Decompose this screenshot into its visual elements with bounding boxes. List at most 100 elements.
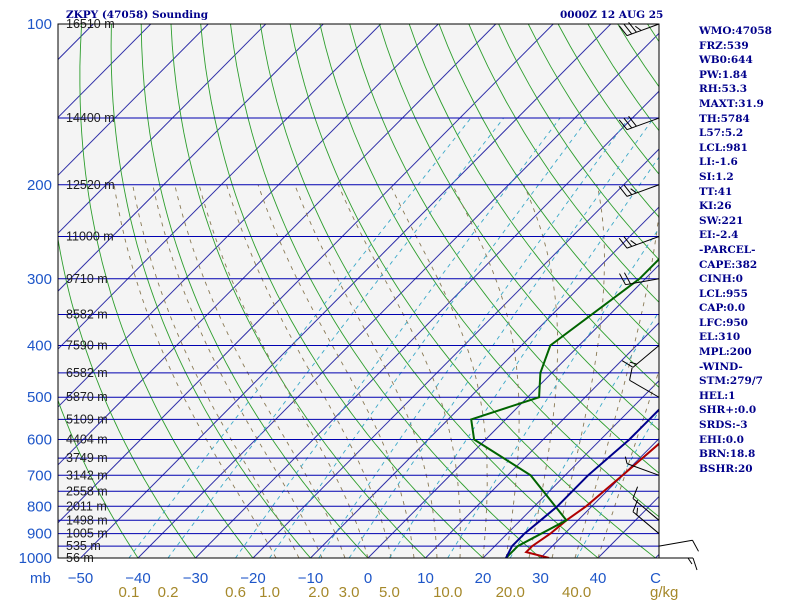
height-label: 8582 m — [66, 308, 108, 322]
stat-line: MPL:200 — [699, 346, 752, 359]
wind-barb-staff — [629, 379, 660, 398]
temperature-tick: 0 — [364, 570, 372, 587]
wind-barb-flag — [629, 367, 633, 381]
wind-barb-flag — [632, 486, 639, 499]
mixing-ratio-line — [576, 409, 659, 558]
mixing-ratio-tick: 20.0 — [496, 584, 525, 600]
pressure-tick: 700 — [27, 467, 52, 484]
mixing-ratio-tick-labels: 0.1 0.2 0.6 1.0 2.0 3.0 5.0 10.0 20.0 40.0 — [118, 584, 591, 600]
temperature-tick-labels: −50 −40 −30 −20 −10 0 10 20 30 40 C — [68, 570, 661, 587]
height-label: 9710 m — [66, 272, 108, 286]
mixing-ratio-line — [269, 117, 589, 558]
mixing-ratio-tick: 0.1 — [118, 584, 139, 600]
isotherm — [58, 24, 497, 466]
temperature-tick: 20 — [475, 570, 492, 587]
mixing-ratio-line — [509, 310, 659, 558]
isotherm — [58, 24, 267, 234]
mixing-ratio-unit-label: g/kg — [650, 584, 678, 600]
isotherm — [80, 24, 612, 558]
mixing-ratio-tick: 1.0 — [259, 584, 280, 600]
stat-line: BRN:18.8 — [699, 448, 756, 461]
sounding-line-1 — [524, 442, 659, 558]
station-title: ZKPY (47058) Sounding — [66, 9, 209, 21]
wind-barbs — [618, 21, 699, 571]
temperature-tick: −30 — [183, 570, 208, 587]
height-label: 14400 m — [66, 111, 115, 125]
height-label: 5109 m — [66, 412, 108, 426]
isotherm — [137, 32, 659, 558]
stat-line: HEL:1 — [699, 389, 736, 402]
wind-barb-flag — [618, 237, 628, 249]
wind-barb-flag — [623, 117, 633, 129]
wind-barb-flag — [636, 507, 639, 515]
isotherm — [58, 24, 554, 524]
stat-line: LCL:981 — [699, 141, 748, 154]
stat-line: CAPE:382 — [699, 258, 758, 271]
wind-barb — [624, 456, 660, 476]
stat-line: LFC:950 — [699, 316, 748, 329]
isotherm — [58, 24, 439, 408]
wind-barb-flag — [635, 25, 642, 31]
temperature-tick: 10 — [417, 570, 434, 587]
wind-barb-flag — [623, 184, 633, 195]
wind-barb-staff — [626, 236, 660, 249]
stat-line: L57:5.2 — [699, 127, 744, 140]
isotherm — [482, 380, 659, 558]
isotherm — [310, 206, 659, 558]
stat-line: BSHR:20 — [699, 462, 753, 475]
isotherm — [367, 264, 659, 558]
temperature-tick: C — [650, 570, 661, 587]
height-label: 11000 m — [66, 230, 114, 244]
wind-barb — [619, 272, 660, 286]
wind-barb — [618, 184, 660, 197]
pressure-tick: 500 — [27, 389, 52, 406]
stat-line: MAXT:31.9 — [699, 97, 764, 110]
wind-barb-flag — [628, 116, 637, 127]
stat-line: TH:5784 — [699, 112, 750, 125]
wind-barb-flag — [619, 273, 626, 285]
height-label: 4404 m — [66, 433, 108, 447]
mixing-ratio-tick: 10.0 — [433, 584, 462, 600]
wind-barb — [632, 486, 660, 521]
wind-barb-flag — [630, 188, 637, 194]
stat-line: KI:26 — [699, 200, 732, 213]
wind-barb-staff — [626, 184, 660, 197]
height-label: 1498 m — [66, 513, 108, 527]
wind-barb — [618, 236, 660, 249]
wind-barb-flag — [624, 456, 628, 464]
height-label: 2558 m — [66, 484, 108, 498]
pressure-tick: 600 — [27, 432, 52, 449]
stat-line: LI:-1.6 — [699, 156, 738, 169]
mixing-ratio-line — [167, 117, 505, 558]
stat-line: RH:53.3 — [699, 83, 748, 96]
stat-line: EI:-2.4 — [699, 229, 739, 242]
isotherm — [425, 322, 659, 558]
height-label: 6582 m — [66, 366, 108, 380]
stat-line: CINH:0 — [699, 273, 743, 286]
stat-line: SRDS:-3 — [699, 419, 748, 432]
stat-line: -PARCEL- — [699, 243, 756, 256]
wind-barb-staff — [632, 345, 660, 368]
temperature-tick: 30 — [532, 570, 549, 587]
temperature-tick: −50 — [68, 570, 93, 587]
wind-barb-flag — [623, 23, 633, 35]
isotherm — [58, 24, 209, 177]
mixing-ratio-tick: 5.0 — [379, 584, 400, 600]
wind-barb-flag — [687, 557, 693, 565]
pressure-tick: 300 — [27, 271, 52, 288]
wind-barb — [618, 116, 660, 131]
stat-line: PW:1.84 — [699, 68, 748, 81]
mixing-ratio-tick: 40.0 — [562, 584, 591, 600]
wind-barb-flag — [618, 186, 628, 197]
stat-line: LCL:955 — [699, 287, 748, 300]
stat-line: SI:1.2 — [699, 170, 734, 183]
stat-line: CAP:0.0 — [699, 302, 746, 315]
wind-barb-flag — [623, 272, 631, 285]
stat-line: WB0:644 — [699, 54, 753, 67]
mixing-ratio-line — [128, 117, 472, 558]
sounding-series — [470, 257, 659, 558]
wind-barb-flag — [618, 25, 628, 36]
mixing-ratio-tick: 2.0 — [308, 584, 329, 600]
pressure-tick: 1000 — [19, 550, 52, 567]
